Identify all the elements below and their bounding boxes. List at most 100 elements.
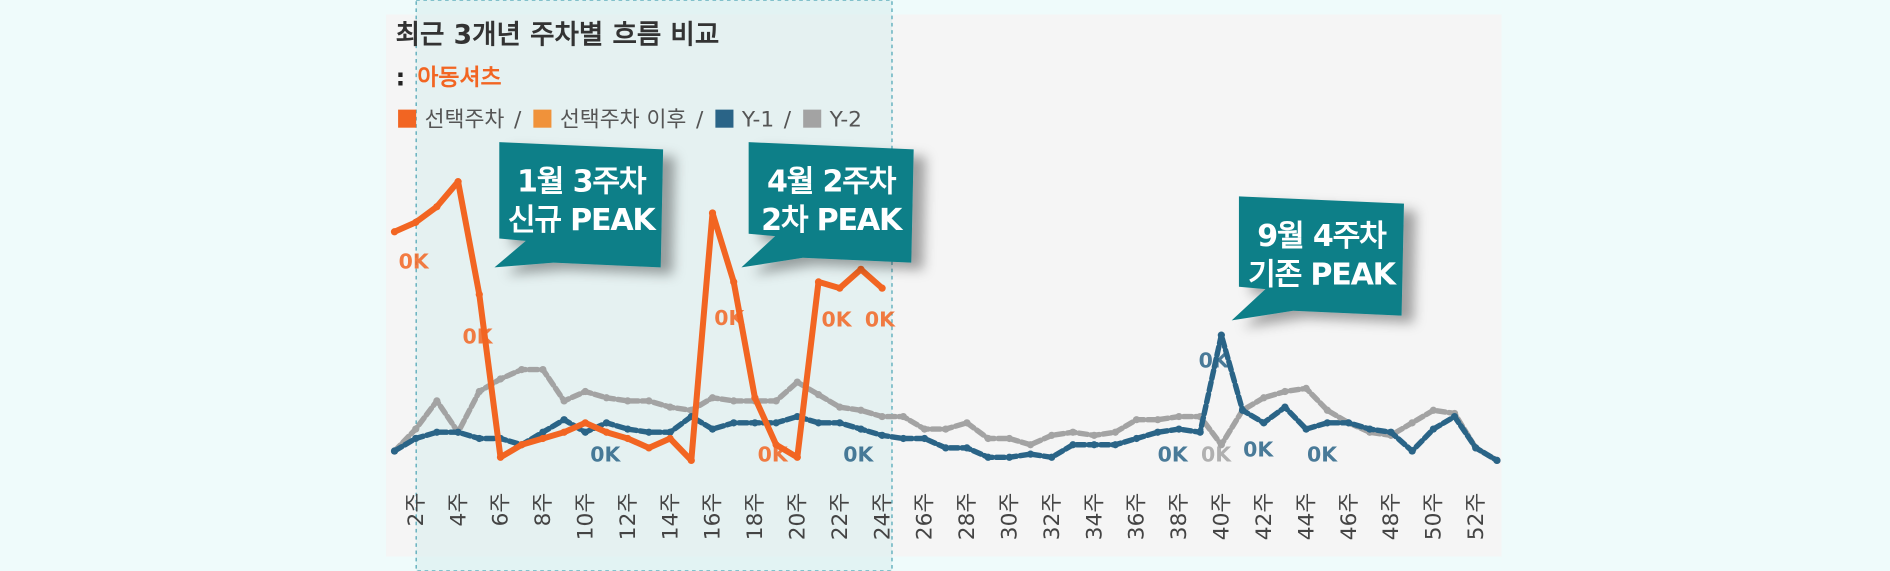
point-dot (708, 209, 717, 217)
point-dot (412, 425, 420, 433)
point-dot (708, 425, 717, 433)
point-dot (687, 456, 695, 465)
legend-label: Y-2 (829, 107, 862, 132)
legend-label: 선택주차 이후 (560, 107, 687, 132)
point-dot (581, 419, 589, 427)
point-dot (1090, 441, 1098, 449)
point-dot (496, 453, 505, 461)
point-dot (1069, 428, 1077, 436)
selected-range (415, 0, 893, 571)
point-dot (454, 178, 462, 186)
data-annotation: 0K (714, 306, 745, 330)
point-dot (1111, 428, 1119, 436)
callout-text: 신규 PEAK (508, 203, 658, 238)
point-dot (581, 387, 589, 396)
data-annotation: 0K (1158, 442, 1189, 466)
point-dot (539, 365, 547, 374)
point-dot (920, 425, 929, 433)
point-dot (475, 290, 483, 299)
x-tick-label: 12주 (616, 493, 641, 541)
point-dot (1323, 419, 1331, 427)
callout-text: 4월 2주차 (767, 165, 897, 200)
point-dot (666, 403, 674, 411)
point-dot (772, 397, 780, 405)
point-dot (1132, 434, 1141, 443)
point-dot (814, 419, 823, 427)
point-dot (1281, 403, 1289, 411)
point-dot (518, 441, 526, 449)
x-tick-label: 42주 (1252, 493, 1277, 541)
x-tick-label: 48주 (1379, 493, 1404, 541)
callout-box (494, 142, 664, 268)
point-dot (1281, 387, 1289, 396)
callout-text: 9월 4주차 (1257, 219, 1387, 254)
plot: 2주 4주 6주 8주 10주 12주 14주 16주 18주 20주 22주 24주 26주 28주 30… (390, 178, 1501, 541)
point-dot (899, 434, 907, 443)
point-dot (857, 425, 865, 433)
point-dot (984, 434, 992, 443)
point-dot (772, 441, 780, 449)
point-dot (1069, 441, 1077, 449)
subtitle: 아동셔츠 (417, 65, 501, 91)
x-tick-label: 10주 (573, 493, 598, 541)
point-dot (602, 394, 611, 402)
point-dot (390, 447, 399, 455)
point-dot (1196, 428, 1204, 436)
point-dot (1048, 431, 1056, 439)
x-tick-label: 44주 (1294, 493, 1319, 541)
point-dot (1111, 441, 1119, 449)
point-dot (518, 365, 526, 374)
point-dot (390, 228, 399, 236)
point-dot (836, 419, 844, 427)
data-annotation: 0K (822, 307, 853, 331)
x-tick-label: 52주 (1464, 493, 1489, 541)
point-dot (1132, 416, 1141, 424)
data-annotation: 0K (590, 442, 621, 466)
point-dot (581, 428, 589, 436)
x-tick-label: 30주 (998, 493, 1023, 541)
point-dot (1217, 331, 1225, 339)
point-dot (1302, 425, 1310, 433)
point-dot (1217, 441, 1225, 449)
x-tick-label: 8주 (531, 493, 556, 527)
point-dot (814, 278, 823, 286)
point-dot (624, 434, 632, 443)
x-tick-label: 20주 (786, 493, 811, 541)
point-dot (1154, 428, 1162, 436)
point-dot (624, 397, 632, 405)
x-tick-label: 6주 (489, 493, 514, 527)
chart-title: 최근 3개년 주차별 흐름 비교 (396, 20, 720, 51)
legend-separator: / (784, 107, 792, 132)
point-dot (1260, 394, 1268, 402)
point-dot (751, 394, 759, 402)
data-annotation: 0K (399, 250, 430, 274)
point-dot (1005, 434, 1013, 443)
point-dot (1366, 425, 1374, 433)
x-tick-label: 24주 (870, 493, 895, 541)
point-dot (1175, 425, 1183, 433)
point-dot (1387, 428, 1395, 436)
point-dot (857, 265, 865, 273)
x-tick-label: 46주 (1337, 493, 1362, 541)
point-dot (942, 444, 950, 452)
point-dot (645, 397, 653, 405)
point-dot (1260, 419, 1268, 427)
x-tick-label: 34주 (1082, 493, 1107, 541)
point-dot (433, 428, 441, 436)
point-dot (1408, 447, 1416, 455)
x-tick-label: 4주 (446, 493, 471, 527)
point-dot (560, 397, 568, 405)
x-tick-label: 50주 (1422, 493, 1447, 541)
legend-swatch (533, 109, 552, 128)
callout-box (1231, 196, 1404, 321)
point-dot (793, 378, 801, 386)
point-dot (878, 412, 886, 421)
point-dot (412, 218, 420, 226)
point-dot (857, 406, 865, 414)
point-dot (1344, 419, 1353, 427)
subtitle-prefix: : (396, 63, 406, 91)
data-annotation: 0K (1201, 442, 1232, 466)
